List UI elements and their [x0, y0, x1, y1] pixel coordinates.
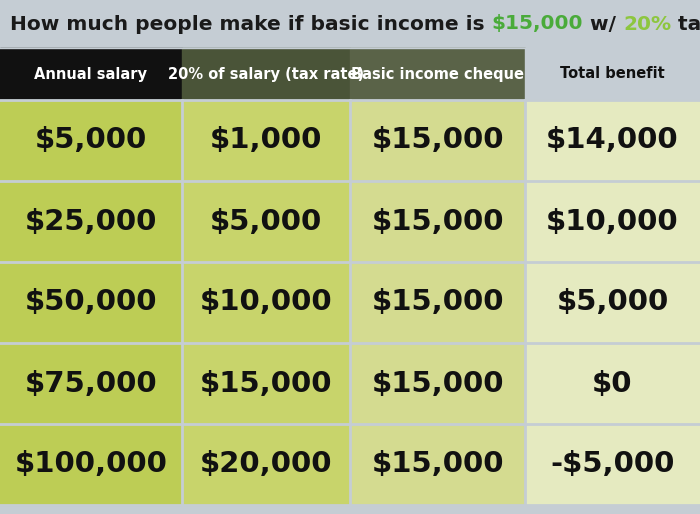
Text: $5,000: $5,000 [35, 126, 147, 155]
Text: Total benefit: Total benefit [560, 66, 665, 82]
Text: $15,000: $15,000 [491, 14, 583, 33]
Bar [525, 48, 700, 100]
Bar [0, 100, 182, 181]
Text: tax rate: tax rate [671, 14, 700, 33]
Bar [525, 262, 700, 343]
Text: w/: w/ [583, 14, 623, 33]
Text: Annual salary: Annual salary [34, 66, 148, 82]
Text: -$5,000: -$5,000 [550, 450, 675, 479]
Text: Basic income cheque: Basic income cheque [351, 66, 524, 82]
Text: $10,000: $10,000 [546, 208, 679, 235]
Text: $14,000: $14,000 [546, 126, 679, 155]
Text: How much people make if basic income is: How much people make if basic income is [10, 14, 491, 33]
Bar [525, 343, 700, 424]
Text: $25,000: $25,000 [25, 208, 158, 235]
Bar [350, 262, 525, 343]
Bar [182, 48, 350, 100]
Bar [182, 100, 350, 181]
Bar [350, 48, 525, 100]
Bar [525, 181, 700, 262]
Bar [182, 181, 350, 262]
Text: $75,000: $75,000 [25, 370, 158, 397]
Bar [0, 424, 182, 505]
Bar [350, 424, 525, 505]
Bar [350, 100, 525, 181]
Text: $20,000: $20,000 [199, 450, 332, 479]
Bar [182, 424, 350, 505]
Bar [525, 100, 700, 181]
Bar [0, 262, 182, 343]
Bar [0, 48, 182, 100]
Text: $5,000: $5,000 [556, 288, 668, 317]
Bar [0, 0, 700, 48]
Text: $1,000: $1,000 [210, 126, 322, 155]
Text: $10,000: $10,000 [199, 288, 332, 317]
Text: $50,000: $50,000 [25, 288, 158, 317]
Text: $15,000: $15,000 [199, 370, 332, 397]
Bar [182, 262, 350, 343]
Bar [0, 181, 182, 262]
Text: $15,000: $15,000 [371, 208, 504, 235]
Text: $15,000: $15,000 [371, 450, 504, 479]
Text: $100,000: $100,000 [15, 450, 167, 479]
Bar [0, 343, 182, 424]
Bar [350, 181, 525, 262]
Text: $0: $0 [592, 370, 633, 397]
Text: $15,000: $15,000 [371, 370, 504, 397]
Bar [350, 343, 525, 424]
Text: 20% of salary (tax rate): 20% of salary (tax rate) [168, 66, 364, 82]
Bar [182, 343, 350, 424]
Bar [525, 424, 700, 505]
Text: $15,000: $15,000 [371, 126, 504, 155]
Text: $15,000: $15,000 [371, 288, 504, 317]
Text: 20%: 20% [623, 14, 671, 33]
Text: $5,000: $5,000 [210, 208, 322, 235]
